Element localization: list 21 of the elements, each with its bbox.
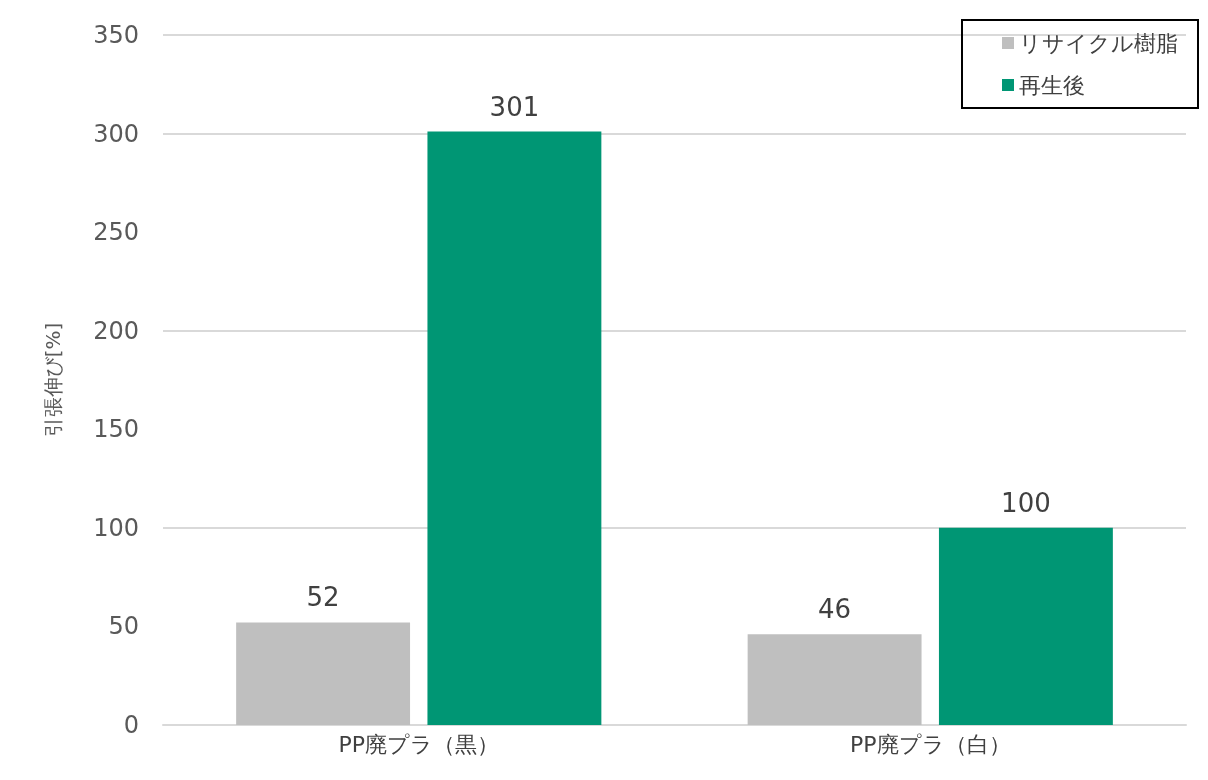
- y-tick-label: 300: [93, 119, 139, 148]
- data-label: 301: [489, 91, 540, 122]
- bar: [427, 131, 602, 725]
- x-tick-label: PP廃プラ（白）: [849, 731, 1011, 757]
- legend-label: 再生後: [1019, 72, 1085, 98]
- y-tick-label: 100: [93, 513, 139, 542]
- x-tick-label: PP廃プラ（黒）: [338, 731, 500, 757]
- y-tick-label: 250: [93, 218, 139, 247]
- data-label: 46: [818, 594, 852, 625]
- data-label: 100: [1001, 487, 1051, 518]
- bar: [747, 634, 922, 725]
- y-tick-label: 200: [93, 316, 139, 345]
- y-tick-label: 50: [108, 612, 139, 641]
- y-tick-label: 350: [93, 21, 139, 49]
- bar: [236, 622, 411, 725]
- data-label: 52: [306, 582, 340, 613]
- y-tick-label: 150: [93, 415, 139, 444]
- y-axis-title: 引張伸び[%]: [41, 322, 65, 438]
- y-tick-label: 0: [123, 711, 139, 739]
- legend-label: リサイクル樹脂: [1019, 30, 1178, 56]
- bar: [938, 527, 1113, 725]
